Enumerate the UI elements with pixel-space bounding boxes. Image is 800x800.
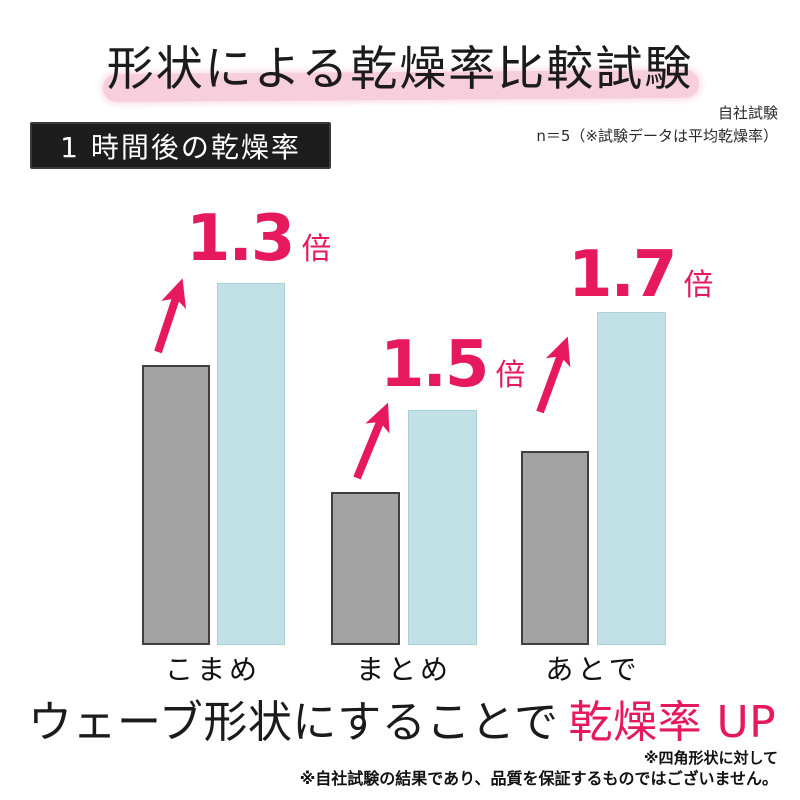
ratio-unit-3: 倍 bbox=[683, 268, 714, 304]
ratio-unit-1: 倍 bbox=[301, 232, 332, 268]
ratio-value-3: 1.7 bbox=[568, 238, 677, 312]
ratio-unit-2: 倍 bbox=[495, 358, 526, 394]
test-info-line1: 自社試験 bbox=[717, 104, 778, 122]
bar-wave-matome bbox=[408, 410, 477, 645]
ratio-label-3: 1.7 倍 bbox=[568, 238, 714, 312]
chart-label-box: 1 時間後の乾燥率 bbox=[30, 122, 331, 169]
category-label-atode: あとで bbox=[545, 653, 641, 686]
page-title: 形状による乾燥率比較試験 bbox=[106, 42, 694, 97]
footer-headline-black: ウェーブ形状にすることで bbox=[28, 697, 559, 748]
arrow-up-icon bbox=[536, 336, 571, 414]
bar-square-atode bbox=[521, 451, 589, 645]
footer-note-1: ※四角形状に対して bbox=[643, 749, 778, 767]
footer-notes: ※四角形状に対して ※自社試験の結果であり、品質を保証するものではございません。 bbox=[300, 749, 778, 789]
ratio-value-1: 1.3 bbox=[186, 202, 295, 276]
bar-wave-atode bbox=[597, 312, 666, 645]
footer-headline: ウェーブ形状にすることで 乾燥率 UP bbox=[28, 686, 776, 750]
test-info-line2: n＝5（※試験データは平均乾燥率） bbox=[536, 127, 778, 145]
ratio-label-1: 1.3 倍 bbox=[186, 202, 332, 276]
test-info: 自社試験 n＝5（※試験データは平均乾燥率） bbox=[536, 102, 778, 148]
footer-note-2: ※自社試験の結果であり、品質を保証するものではございません。 bbox=[299, 769, 778, 788]
arrow-up-icon bbox=[154, 278, 187, 354]
arrow-up-icon bbox=[353, 402, 390, 480]
chart-label-text: 1 時間後の乾燥率 bbox=[60, 130, 301, 164]
category-label-komame: こまめ bbox=[164, 653, 261, 686]
category-label-matome: まとめ bbox=[355, 653, 452, 686]
ratio-label-2: 1.5 倍 bbox=[380, 328, 526, 402]
bar-square-matome bbox=[331, 492, 400, 645]
ratio-value-2: 1.5 bbox=[380, 328, 489, 402]
bar-square-komame bbox=[142, 365, 210, 645]
footer-headline-pink: 乾燥率 UP bbox=[568, 697, 777, 748]
bar-wave-komame bbox=[217, 283, 285, 645]
